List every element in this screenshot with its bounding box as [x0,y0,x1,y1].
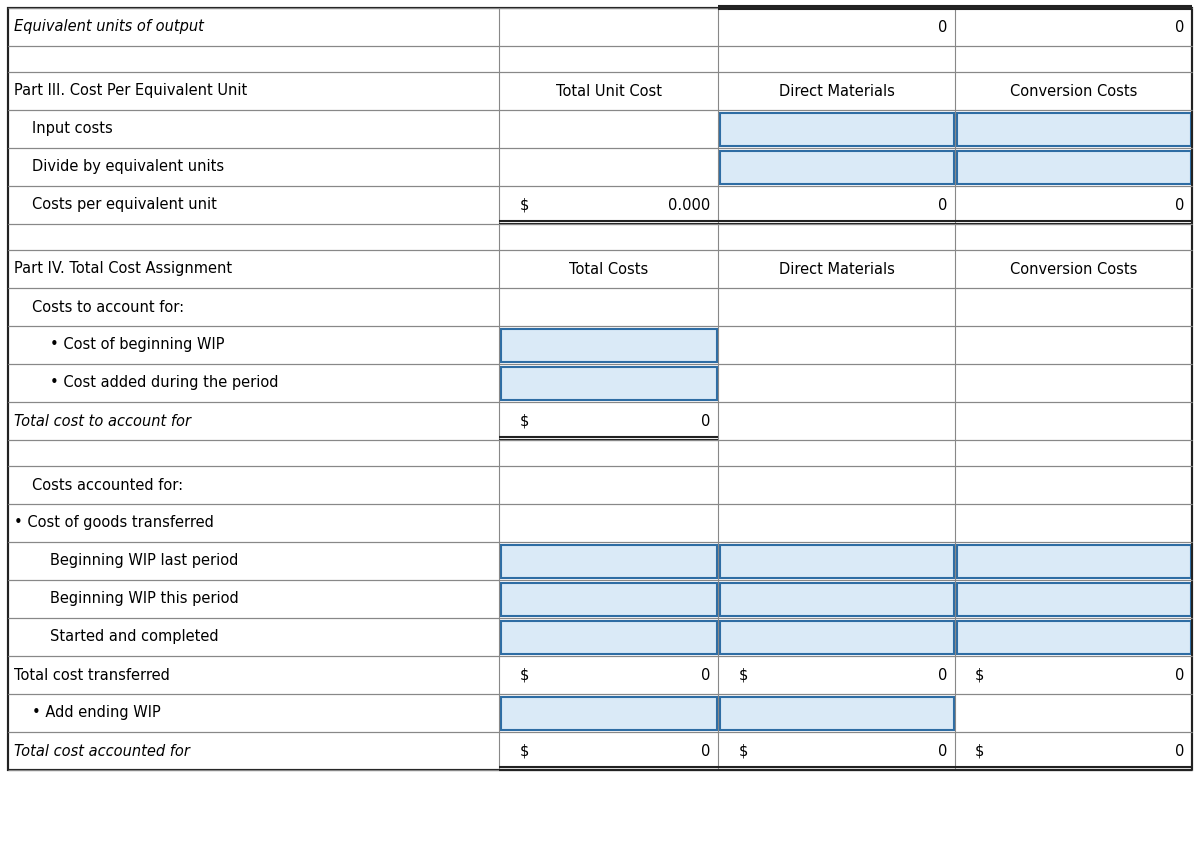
Bar [500,329,716,362]
Text: Costs to account for:: Costs to account for: [32,300,184,314]
Bar [720,583,954,616]
Text: Conversion Costs: Conversion Costs [1010,84,1138,98]
Text: • Cost of beginning WIP: • Cost of beginning WIP [50,338,224,352]
Text: 0: 0 [701,667,710,683]
Text: • Cost added during the period: • Cost added during the period [50,375,278,391]
Text: Started and completed: Started and completed [50,629,218,645]
Text: 0: 0 [938,197,947,213]
Text: Total cost accounted for: Total cost accounted for [14,744,190,759]
Text: $: $ [976,744,984,759]
Bar [500,583,716,616]
Text: 0: 0 [1175,667,1184,683]
Bar [8,8,1192,770]
Text: • Cost of goods transferred: • Cost of goods transferred [14,516,214,530]
Text: $: $ [738,667,748,683]
Text: Direct Materials: Direct Materials [779,262,895,276]
Bar [500,697,716,729]
Text: $: $ [520,744,529,759]
Text: Beginning WIP last period: Beginning WIP last period [50,554,239,568]
Text: $: $ [520,667,529,683]
Text: Costs accounted for:: Costs accounted for: [32,478,184,492]
Text: 0: 0 [938,20,947,34]
Text: $: $ [738,744,748,759]
Text: Conversion Costs: Conversion Costs [1010,262,1138,276]
Text: Total Unit Cost: Total Unit Cost [556,84,662,98]
Text: Total cost to account for: Total cost to account for [14,413,191,429]
Text: Costs per equivalent unit: Costs per equivalent unit [32,197,217,213]
Text: Divide by equivalent units: Divide by equivalent units [32,159,224,175]
Bar [956,113,1190,146]
Text: $: $ [976,667,984,683]
Bar [956,544,1190,578]
Text: Part III. Cost Per Equivalent Unit: Part III. Cost Per Equivalent Unit [14,84,247,98]
Bar [720,151,954,183]
Text: Part IV. Total Cost Assignment: Part IV. Total Cost Assignment [14,262,232,276]
Bar [720,697,954,729]
Text: • Add ending WIP: • Add ending WIP [32,705,161,721]
Text: 0: 0 [1175,197,1184,213]
Text: Beginning WIP this period: Beginning WIP this period [50,592,239,606]
Bar [956,151,1190,183]
Bar [8,8,1192,770]
Text: 0: 0 [701,413,710,429]
Text: 0: 0 [938,744,947,759]
Text: 0: 0 [701,744,710,759]
Bar [500,367,716,400]
Text: 0: 0 [938,667,947,683]
Bar [720,113,954,146]
Text: Total cost transferred: Total cost transferred [14,667,170,683]
Text: Direct Materials: Direct Materials [779,84,895,98]
Bar [956,621,1190,653]
Bar [720,544,954,578]
Text: $: $ [520,413,529,429]
Text: Input costs: Input costs [32,121,113,137]
Bar [956,583,1190,616]
Text: Total Costs: Total Costs [569,262,648,276]
Bar [720,621,954,653]
Text: 0: 0 [1175,744,1184,759]
Bar [500,544,716,578]
Text: 0.000: 0.000 [668,197,710,213]
Bar [500,621,716,653]
Text: 0: 0 [1175,20,1184,34]
Text: $: $ [520,197,529,213]
Text: Equivalent units of output: Equivalent units of output [14,20,204,34]
